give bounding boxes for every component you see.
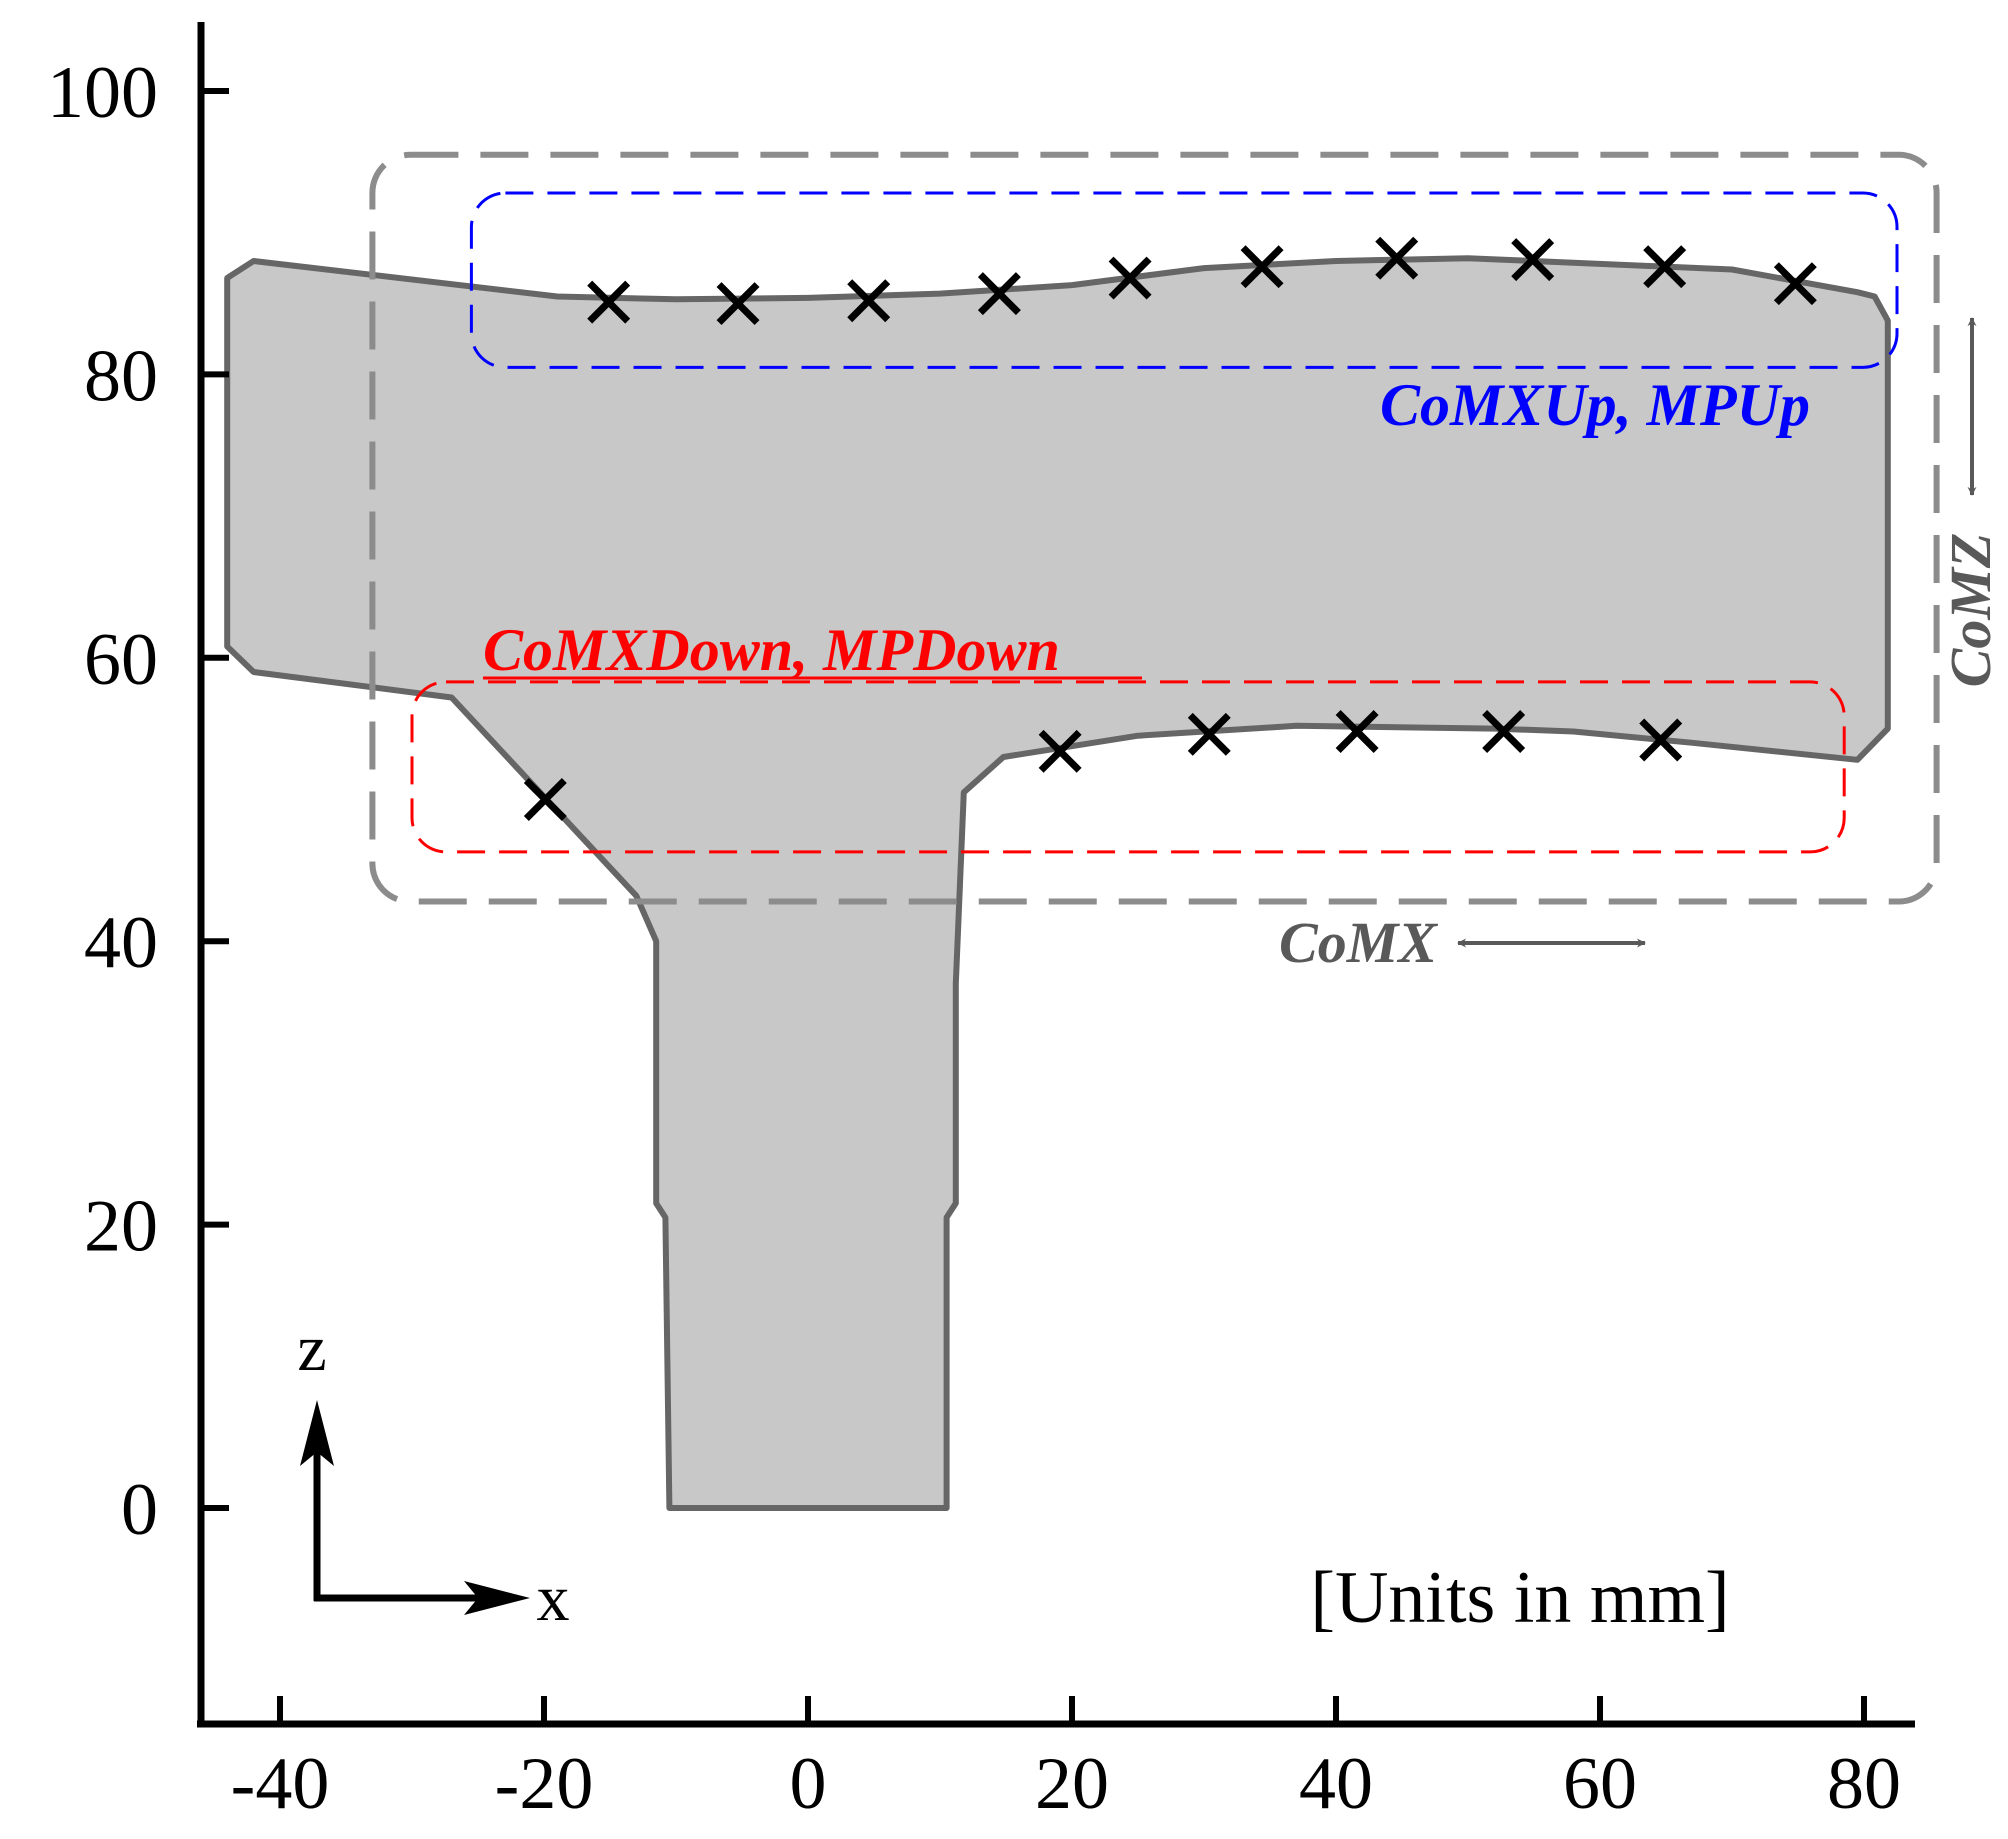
x-ticks: -40 -20 0 20 40 60 80 xyxy=(231,1696,1901,1825)
marker-down xyxy=(1335,710,1379,753)
marker-down xyxy=(1038,729,1082,773)
x-axis-arrowhead xyxy=(464,1581,530,1615)
x-tick-label: -20 xyxy=(495,1743,594,1825)
marker-down xyxy=(1639,718,1683,762)
down-region-box xyxy=(410,680,1846,854)
z-axis-label: z xyxy=(297,1312,326,1385)
y-tick-label: 0 xyxy=(121,1469,158,1551)
marker-up xyxy=(1108,256,1152,300)
y-ticks: 0 20 40 60 80 100 xyxy=(47,52,229,1551)
marker-up xyxy=(1643,245,1687,289)
x-tick-label: 20 xyxy=(1035,1743,1109,1825)
x-tick-label: -40 xyxy=(231,1743,330,1825)
comz-label: CoMZ xyxy=(1938,533,2003,688)
marker-down xyxy=(523,778,567,821)
marker-up xyxy=(1240,245,1284,289)
x-tick-label: 40 xyxy=(1299,1743,1373,1825)
units-note: [Units in mm] xyxy=(1310,1557,1729,1639)
down-region-label: CoMXDown, MPDown xyxy=(483,617,1060,683)
y-tick-label: 40 xyxy=(84,902,158,984)
marker-down xyxy=(1187,712,1231,756)
z-axis-arrowhead xyxy=(300,1400,334,1466)
up-region-box xyxy=(469,191,1899,369)
marker-up xyxy=(716,282,760,326)
marker-up xyxy=(1773,262,1817,306)
outer-region-box xyxy=(369,151,1940,905)
x-axis-label: x xyxy=(537,1562,570,1635)
y-tick-label: 20 xyxy=(84,1186,158,1268)
x-tick-label: 0 xyxy=(790,1743,827,1825)
x-tick-label: 60 xyxy=(1563,1743,1637,1825)
marker-up xyxy=(1511,238,1555,282)
x-tick-label: 80 xyxy=(1827,1743,1901,1825)
up-region-label: CoMXUp, MPUp xyxy=(1380,372,1810,438)
y-tick-label: 100 xyxy=(47,52,158,134)
comx-label: CoMX xyxy=(1279,910,1438,975)
rail-profile xyxy=(224,255,1891,1511)
marker-up xyxy=(587,280,631,324)
marker-up xyxy=(977,272,1021,316)
y-tick-label: 80 xyxy=(84,335,158,417)
y-tick-label: 60 xyxy=(84,619,158,701)
markers-layer xyxy=(523,236,1817,821)
marker-down xyxy=(1482,710,1526,753)
marker-up xyxy=(1375,236,1419,280)
marker-up xyxy=(847,279,891,323)
